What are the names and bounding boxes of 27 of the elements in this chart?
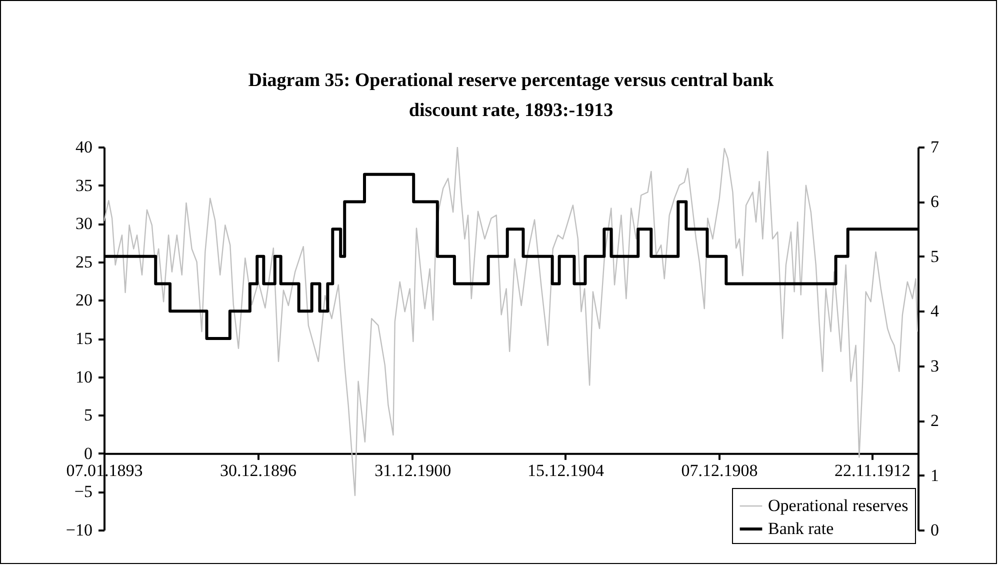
y2-tick-label: 3 (930, 356, 939, 376)
y-tick-label: 5 (84, 406, 92, 425)
y-tick-label: 15 (76, 329, 92, 348)
x-tick-label: 07.12.1908 (681, 460, 758, 480)
y-tick-label: 35 (76, 176, 92, 195)
y2-tick-label: 1 (930, 466, 939, 485)
y2-tick-label: 5 (930, 246, 939, 266)
y2-tick-label: 2 (930, 411, 939, 430)
legend-label: Bank rate (768, 519, 834, 538)
y-tick-label: 20 (76, 290, 92, 310)
y-tick-label: 30 (76, 214, 92, 234)
y-tick-label: 25 (76, 252, 92, 272)
y-tick-label: 40 (76, 138, 92, 156)
x-tick-label: 30.12.1896 (220, 460, 296, 480)
y-tick-label: −5 (74, 482, 92, 502)
y-tick-label: −10 (66, 520, 92, 540)
y2-tick-label: 7 (930, 138, 940, 156)
y-tick-label: 0 (84, 444, 92, 463)
x-tick-label: 15.12.1904 (527, 460, 604, 480)
y-tick-label: 10 (76, 367, 92, 386)
x-tick-label: 31.12.1900 (374, 460, 452, 480)
y2-tick-label: 4 (930, 302, 940, 321)
y2-tick-label: 6 (930, 192, 939, 212)
chart-title: Diagram 35: Operational reserve percentage versus central bank discount rate, 1893:-1913 (248, 70, 774, 121)
x-tick-label: 22.11.1912 (834, 460, 910, 480)
y2-tick-label: 0 (930, 520, 939, 540)
legend-label: Operational reserves (768, 496, 908, 515)
